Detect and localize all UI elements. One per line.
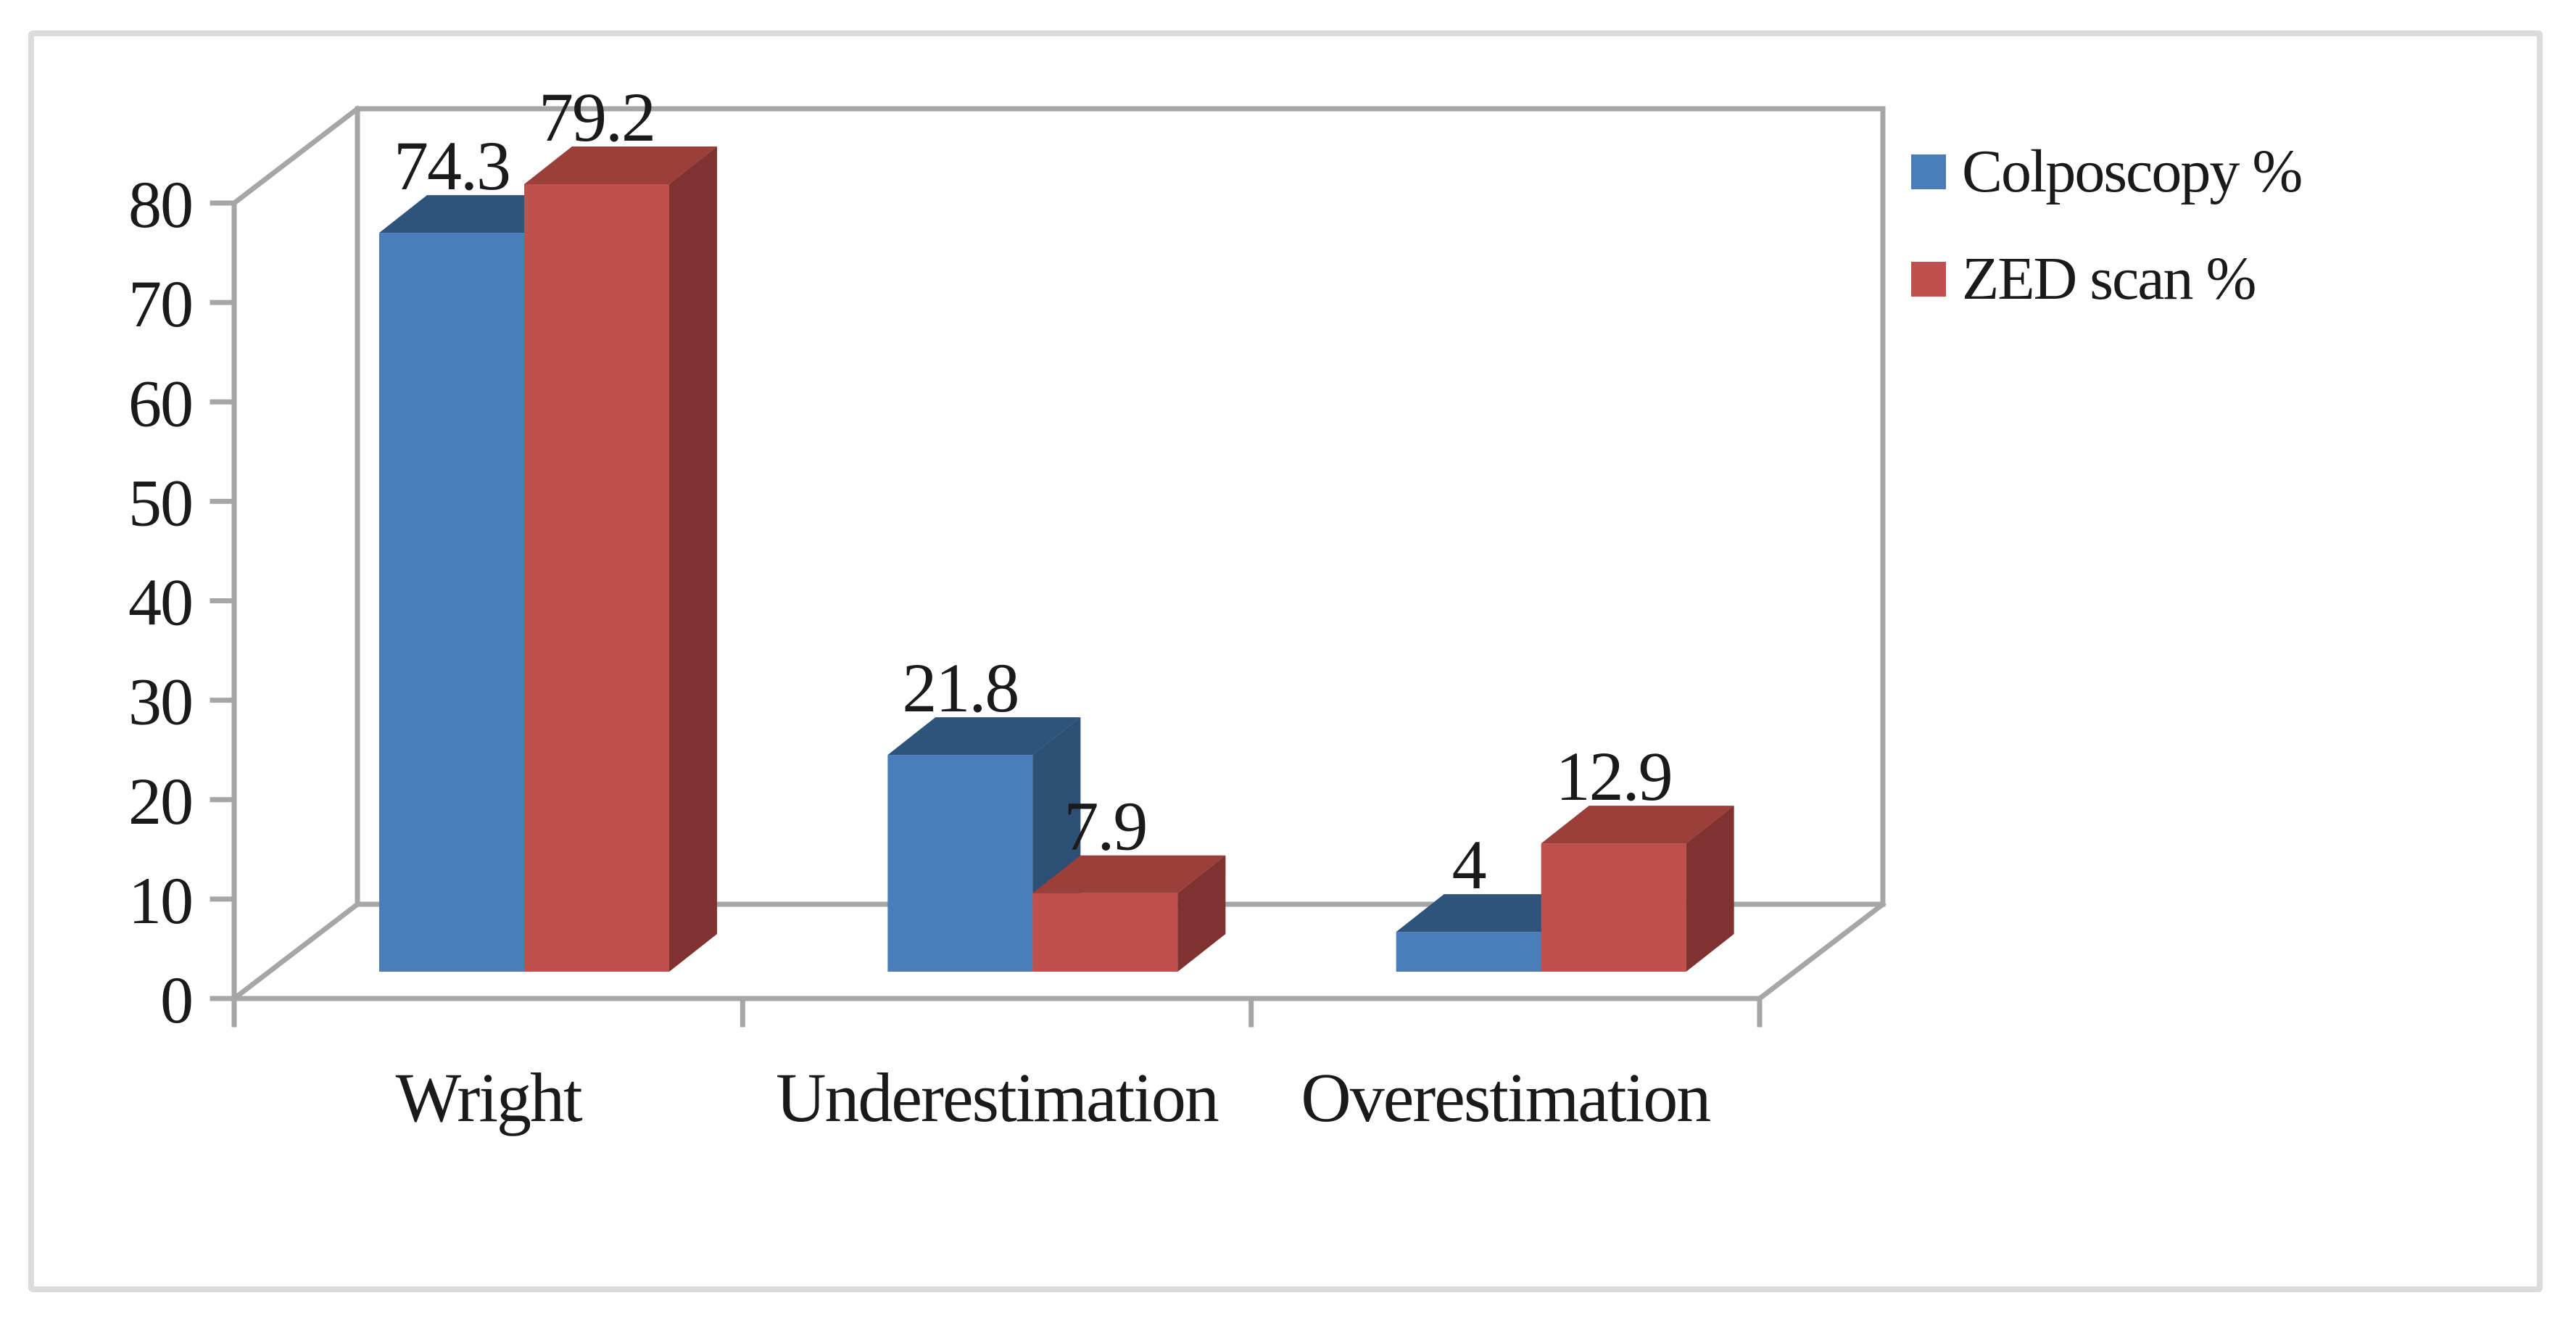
bar-side-face <box>669 146 717 972</box>
floor-left-depth-edge <box>231 901 361 1002</box>
data-label: 21.8 <box>902 649 1018 727</box>
y-axis-tick-label: 30 <box>128 665 192 739</box>
bar-top-face <box>887 717 1081 756</box>
data-label: 74.3 <box>394 127 510 204</box>
bar-side-face <box>1686 806 1734 972</box>
wall-top-left-slant-edge <box>231 105 361 207</box>
bar-side-face <box>1177 855 1226 972</box>
category-label: Overestimation <box>1301 1059 1710 1136</box>
bar-top-face <box>379 195 572 233</box>
floor-right-depth-edge <box>1756 901 1887 1002</box>
y-axis-tick-label: 10 <box>128 864 192 938</box>
category-label: Underestimation <box>776 1059 1219 1136</box>
legend-label-zedscan: ZED scan % <box>1962 245 2257 313</box>
y-axis-tick-label: 0 <box>160 963 192 1037</box>
legend-item-colposcopy: Colposcopy % <box>1911 136 2303 207</box>
y-axis-tick-label: 20 <box>128 764 192 838</box>
bar-front-face-colposcopy-wright <box>379 233 524 972</box>
y-axis-tick-label: 70 <box>128 267 192 341</box>
bar-top-face <box>1541 806 1734 844</box>
y-axis-tick-label: 60 <box>128 366 192 440</box>
bar-front-face-zed-wright <box>524 183 669 972</box>
category-label: Wright <box>396 1059 583 1136</box>
data-label: 12.9 <box>1556 737 1672 815</box>
data-label: 7.9 <box>1064 787 1146 865</box>
bar-top-face <box>1032 855 1226 893</box>
bar-front-face-zed-overestimation <box>1541 843 1686 972</box>
y-axis-tick-label: 40 <box>128 566 192 640</box>
bar-top-face <box>524 146 717 184</box>
legend-label-colposcopy: Colposcopy % <box>1962 138 2303 205</box>
legend-swatch-colposcopy-icon <box>1911 154 1946 189</box>
data-label: 79.2 <box>539 78 655 156</box>
bar-front-face-zed-underestimation <box>1032 893 1178 972</box>
bar-front-face-colposcopy-underestimation <box>887 755 1033 972</box>
data-label: 4 <box>1452 826 1486 904</box>
legend-item-zedscan: ZED scan % <box>1911 244 2301 314</box>
bar-front-face-colposcopy-overestimation <box>1396 932 1541 972</box>
legend-swatch-zedscan-icon <box>1911 261 1946 297</box>
chart-legend: Colposcopy % ZED scan % <box>1911 136 2303 314</box>
bar-top-face <box>1396 894 1589 933</box>
y-axis-tick-label: 50 <box>128 466 192 540</box>
y-axis-tick-label: 80 <box>128 168 192 241</box>
